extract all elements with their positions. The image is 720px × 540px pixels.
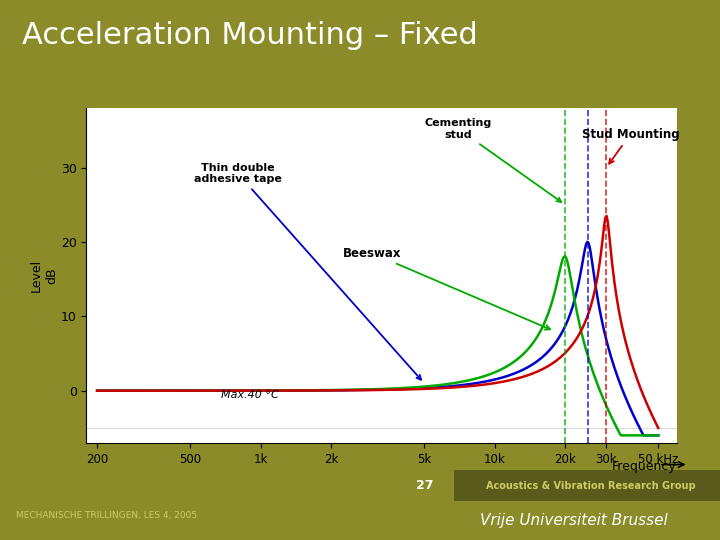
Text: Beeswax: Beeswax (343, 247, 550, 329)
Bar (396, 470, 454, 501)
Text: Acoustics & Vibration Research Group: Acoustics & Vibration Research Group (485, 481, 696, 491)
Text: Vrije Universiteit Brussel: Vrije Universiteit Brussel (480, 513, 668, 528)
Text: 27: 27 (416, 480, 434, 492)
Text: MECHANISCHE TRILLINGEN, LES 4, 2005: MECHANISCHE TRILLINGEN, LES 4, 2005 (16, 511, 197, 520)
Text: Frequency: Frequency (612, 460, 677, 472)
Text: Cementing
stud: Cementing stud (425, 118, 561, 202)
Text: Thin double
adhesive tape: Thin double adhesive tape (194, 163, 421, 380)
Text: Max.40 °C: Max.40 °C (221, 390, 279, 400)
Text: Stud Mounting: Stud Mounting (582, 128, 679, 164)
Text: Acceleration Mounting – Fixed: Acceleration Mounting – Fixed (22, 21, 477, 50)
Y-axis label: Level
dB: Level dB (30, 259, 58, 292)
Bar (396, 470, 720, 501)
